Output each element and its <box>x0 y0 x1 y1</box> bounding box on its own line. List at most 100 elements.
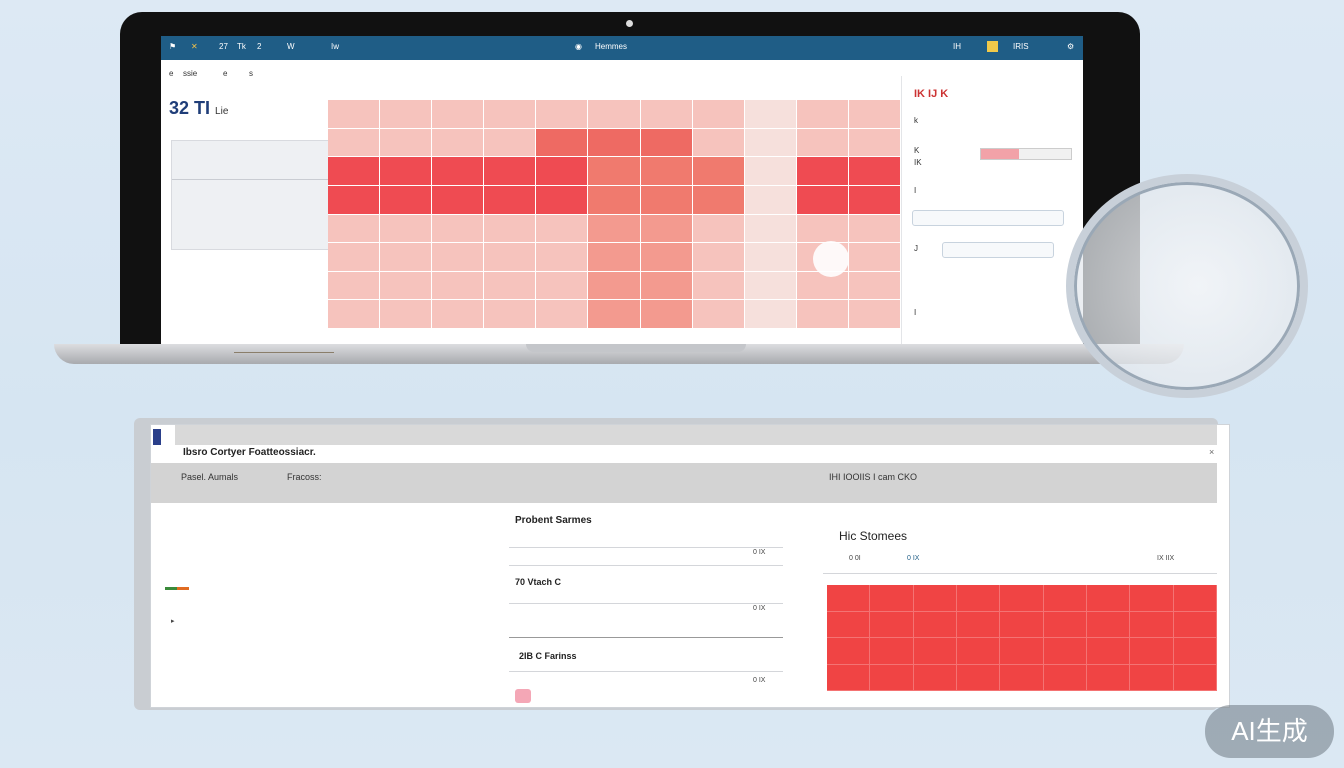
heatmap-cell[interactable] <box>432 185 484 214</box>
side-panel-field[interactable] <box>942 242 1054 258</box>
heatmap-cell[interactable] <box>484 243 536 271</box>
heatmap-cell[interactable] <box>588 271 640 300</box>
heatmap-cell[interactable] <box>536 271 588 300</box>
heatmap-cell[interactable] <box>848 271 900 300</box>
heatmap-cell[interactable] <box>796 185 848 214</box>
heatmap-cell[interactable] <box>328 157 380 185</box>
highlight-block[interactable] <box>827 585 1217 691</box>
heatmap-cell[interactable] <box>484 300 536 328</box>
heatmap-cell[interactable] <box>744 157 796 185</box>
heatmap-cell[interactable] <box>848 100 900 128</box>
heatmap-cell[interactable] <box>640 128 692 157</box>
heatmap-cell[interactable] <box>328 300 380 328</box>
heatmap-cell[interactable] <box>588 243 640 271</box>
heatmap-cell[interactable] <box>484 100 536 128</box>
heatmap-cell[interactable] <box>484 128 536 157</box>
topbar-right-item[interactable]: IRIS <box>1013 42 1029 51</box>
heatmap-cell[interactable] <box>432 100 484 128</box>
heatmap-cell[interactable] <box>692 243 744 271</box>
heatmap-cell[interactable] <box>432 300 484 328</box>
topbar-item[interactable]: Tk <box>237 42 246 51</box>
heatmap-cell[interactable] <box>536 214 588 243</box>
heatmap-cell[interactable] <box>432 243 484 271</box>
heatmap-cell[interactable] <box>796 128 848 157</box>
heatmap[interactable] <box>328 100 900 328</box>
heatmap-cell[interactable] <box>796 300 848 328</box>
subbar-item[interactable]: e <box>223 69 228 78</box>
heatmap-cell[interactable] <box>328 271 380 300</box>
heatmap-cell[interactable] <box>380 214 432 243</box>
close-icon[interactable]: × <box>1209 447 1215 457</box>
heatmap-cell[interactable] <box>380 157 432 185</box>
heatmap-cell[interactable] <box>588 128 640 157</box>
topbar-right-item[interactable]: IH <box>953 42 961 51</box>
topbar-item[interactable]: W <box>287 42 295 51</box>
heatmap-cell[interactable] <box>328 214 380 243</box>
heatmap-cell[interactable] <box>536 100 588 128</box>
heatmap-cell[interactable] <box>536 128 588 157</box>
heatmap-cell[interactable] <box>692 214 744 243</box>
heatmap-cell[interactable] <box>848 185 900 214</box>
heatmap-cell[interactable] <box>588 214 640 243</box>
heatmap-cell[interactable] <box>328 128 380 157</box>
heatmap-cell[interactable] <box>484 185 536 214</box>
heatmap-cell[interactable] <box>692 271 744 300</box>
heatmap-cell[interactable] <box>692 157 744 185</box>
topbar-item[interactable]: 27 <box>219 42 228 51</box>
heatmap-cell[interactable] <box>640 185 692 214</box>
heatmap-cell[interactable] <box>432 157 484 185</box>
heatmap-cell[interactable] <box>380 185 432 214</box>
heatmap-cell[interactable] <box>640 100 692 128</box>
heatmap-cell[interactable] <box>328 100 380 128</box>
heatmap-cell[interactable] <box>484 214 536 243</box>
heatmap-cell[interactable] <box>432 128 484 157</box>
heatmap-cell[interactable] <box>640 271 692 300</box>
heatmap-cell[interactable] <box>796 157 848 185</box>
heatmap-cell[interactable] <box>796 214 848 243</box>
heatmap-cell[interactable] <box>588 185 640 214</box>
heatmap-cell[interactable] <box>848 300 900 328</box>
heatmap-cell[interactable] <box>536 157 588 185</box>
heatmap-cell[interactable] <box>536 243 588 271</box>
heatmap-cell[interactable] <box>640 214 692 243</box>
heatmap-cell[interactable] <box>640 157 692 185</box>
heatmap-cell[interactable] <box>744 300 796 328</box>
heatmap-cell[interactable] <box>380 243 432 271</box>
topbar-item[interactable]: Iw <box>331 42 339 51</box>
heatmap-cell[interactable] <box>432 271 484 300</box>
subbar-item[interactable]: e <box>169 69 174 78</box>
heatmap-cell[interactable] <box>796 100 848 128</box>
heatmap-cell[interactable] <box>380 300 432 328</box>
notification-badge[interactable] <box>987 41 998 52</box>
heatmap-cell[interactable] <box>692 300 744 328</box>
heatmap-cell[interactable] <box>380 100 432 128</box>
alert-icon[interactable]: ✕ <box>191 42 198 51</box>
heatmap-cell[interactable] <box>692 100 744 128</box>
heatmap-cell[interactable] <box>848 128 900 157</box>
heatmap-cell[interactable] <box>432 214 484 243</box>
heatmap-cell[interactable] <box>744 271 796 300</box>
heatmap-cell[interactable] <box>536 300 588 328</box>
topbar-item[interactable]: 2 <box>257 42 262 51</box>
heatmap-cell[interactable] <box>640 243 692 271</box>
heatmap-cell[interactable] <box>744 214 796 243</box>
settings-icon[interactable]: ⚙ <box>1067 42 1075 51</box>
heatmap-cell[interactable] <box>380 128 432 157</box>
resize-handle[interactable] <box>515 689 531 703</box>
heatmap-cell[interactable] <box>588 100 640 128</box>
heatmap-cell[interactable] <box>536 185 588 214</box>
heatmap-cell[interactable] <box>380 271 432 300</box>
heatmap-cell[interactable] <box>640 300 692 328</box>
heatmap-cell[interactable] <box>484 271 536 300</box>
heatmap-cell[interactable] <box>848 214 900 243</box>
heatmap-cell[interactable] <box>692 128 744 157</box>
heatmap-cell[interactable] <box>848 243 900 271</box>
heatmap-cell[interactable] <box>588 300 640 328</box>
heatmap-cell[interactable] <box>328 243 380 271</box>
side-panel-field[interactable] <box>912 210 1064 226</box>
heatmap-marker[interactable] <box>813 241 849 277</box>
heatmap-cell[interactable] <box>848 157 900 185</box>
heatmap-cell[interactable] <box>744 243 796 271</box>
heatmap-cell[interactable] <box>484 157 536 185</box>
heatmap-cell[interactable] <box>692 185 744 214</box>
